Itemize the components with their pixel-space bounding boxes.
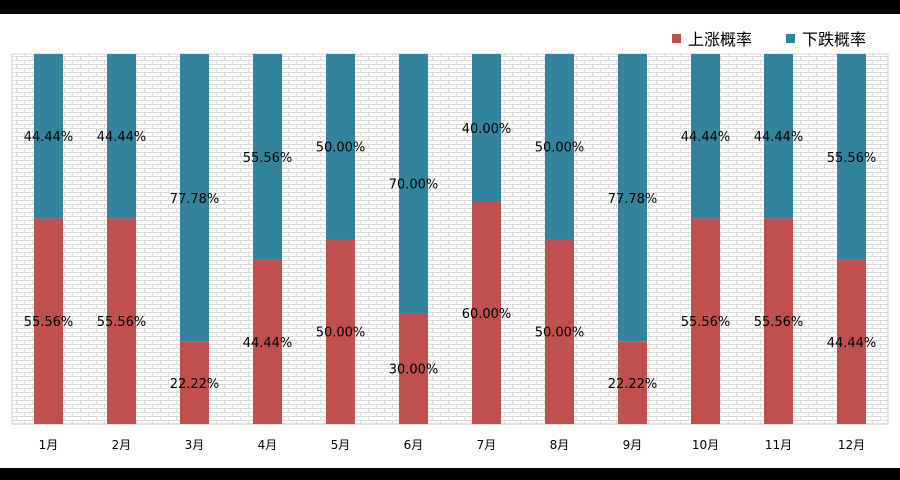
legend-label-up: 上涨概率 (688, 30, 752, 49)
x-tick-label-3: 3月 (185, 438, 205, 452)
data-label-down-4: 55.56% (243, 151, 293, 166)
data-label-down-1: 44.44% (24, 130, 74, 145)
bar-down-2 (107, 54, 136, 219)
data-label-up-6: 30.00% (389, 363, 439, 378)
data-label-up-2: 55.56% (97, 315, 147, 330)
data-label-down-10: 44.44% (681, 130, 731, 145)
bar-up-1 (34, 218, 63, 424)
data-label-up-9: 22.22% (608, 377, 658, 392)
x-tick-label-1: 1月 (39, 438, 59, 452)
x-tick-label-11: 11月 (765, 438, 792, 452)
data-label-down-7: 40.00% (462, 122, 512, 137)
bar-up-3 (180, 341, 209, 424)
data-label-up-3: 22.22% (170, 377, 220, 392)
bar-down-1 (34, 54, 63, 219)
data-label-up-4: 44.44% (243, 336, 293, 351)
data-label-down-9: 77.78% (608, 192, 658, 207)
data-label-up-5: 50.00% (316, 326, 366, 341)
data-label-up-11: 55.56% (754, 315, 804, 330)
bar-up-9 (618, 341, 647, 424)
legend-swatch-up (672, 34, 681, 43)
legend-swatch-down (786, 34, 795, 43)
data-labels-layer: 55.56% 44.44% 55.56% 44.44% 22.22% 77.78% 44.4… (24, 122, 877, 392)
legend-label-down: 下跌概率 (802, 30, 866, 49)
bar-down-3 (180, 54, 209, 342)
bar-up-6 (399, 313, 428, 424)
data-label-up-12: 44.44% (827, 336, 877, 351)
bar-down-11 (764, 54, 793, 219)
data-label-down-8: 50.00% (535, 141, 585, 156)
bar-down-7 (472, 54, 501, 202)
data-label-down-3: 77.78% (170, 192, 220, 207)
bar-up-7 (472, 202, 501, 424)
bar-up-5 (326, 239, 355, 424)
data-label-up-10: 55.56% (681, 315, 731, 330)
category-axis: 1月 2月 3月 4月 5月 6月 7月 8月 9月 10月 11月 12月 (39, 438, 865, 452)
x-tick-label-2: 2月 (112, 438, 132, 452)
x-tick-label-8: 8月 (550, 438, 570, 452)
x-tick-label-10: 10月 (692, 438, 719, 452)
bar-up-12 (837, 259, 866, 424)
bar-down-6 (399, 54, 428, 313)
bar-down-10 (691, 54, 720, 219)
data-label-up-7: 60.00% (462, 307, 512, 322)
bar-up-2 (107, 218, 136, 424)
bar-up-11 (764, 218, 793, 424)
x-tick-label-12: 12月 (838, 438, 865, 452)
legend: 上涨概率 下跌概率 (672, 30, 866, 49)
bar-down-9 (618, 54, 647, 342)
data-label-down-6: 70.00% (389, 178, 439, 193)
x-tick-label-4: 4月 (258, 438, 278, 452)
bar-up-8 (545, 239, 574, 424)
data-label-up-8: 50.00% (535, 326, 585, 341)
data-label-down-2: 44.44% (97, 130, 147, 145)
data-label-down-11: 44.44% (754, 130, 804, 145)
bar-up-10 (691, 218, 720, 424)
x-tick-label-9: 9月 (623, 438, 643, 452)
bar-down-5 (326, 54, 355, 239)
bar-down-4 (253, 54, 282, 260)
x-tick-label-5: 5月 (331, 438, 351, 452)
bars-layer (34, 54, 866, 424)
x-tick-label-6: 6月 (404, 438, 424, 452)
data-label-down-5: 50.00% (316, 141, 366, 156)
bar-up-4 (253, 259, 282, 424)
plot-area (11, 53, 889, 425)
bar-down-8 (545, 54, 574, 239)
bar-down-12 (837, 54, 866, 260)
data-label-down-12: 55.56% (827, 151, 877, 166)
data-label-up-1: 55.56% (24, 315, 74, 330)
x-tick-label-7: 7月 (477, 438, 497, 452)
